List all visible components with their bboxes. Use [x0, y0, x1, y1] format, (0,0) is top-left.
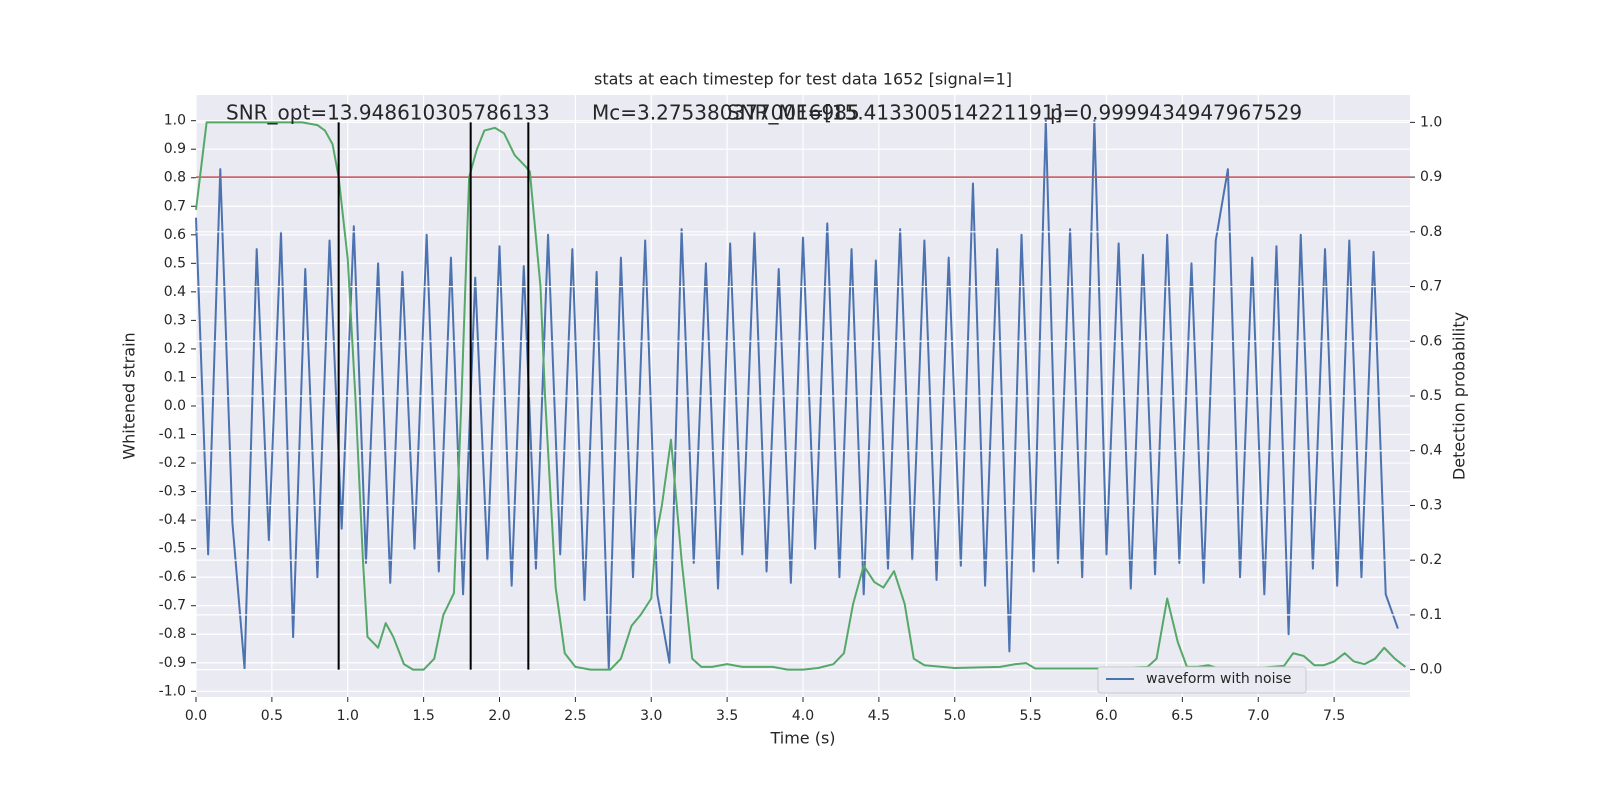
data-line: [195, 119, 1399, 670]
chart-title: stats at each timestep for test data 165…: [594, 70, 1012, 89]
y2-tick-label: 0.6: [1420, 333, 1442, 349]
x-tick-label: 3.5: [716, 708, 738, 724]
y2-tick-label: 0.0: [1420, 662, 1442, 678]
x-tick-label: 5.0: [944, 708, 966, 724]
y-tick-label: 1.0: [164, 113, 186, 129]
x-tick-label: 1.5: [412, 708, 434, 724]
x-tick-label: 0.5: [261, 708, 283, 724]
data-line: [195, 121, 1407, 671]
y-tick-label: -0.3: [159, 484, 186, 500]
y2-tick-label: 0.8: [1420, 224, 1442, 240]
annotation: Mc=3.2753803770016985: [592, 101, 860, 125]
y2-tick-label: 0.3: [1420, 497, 1442, 513]
y2-tick-label: 0.1: [1420, 607, 1442, 623]
y-tick-label: -0.6: [159, 569, 186, 585]
annotation: p=0.9999434947967529: [1050, 101, 1302, 125]
y-tick-label: -0.4: [159, 512, 186, 528]
y-tick-label: -0.1: [159, 427, 186, 443]
legend-label: waveform with noise: [1146, 671, 1291, 687]
x-tick-label: 6.5: [1171, 708, 1193, 724]
y-tick-label: 0.8: [164, 170, 186, 186]
y-tick-label: -0.2: [159, 455, 186, 471]
x-tick-label: 7.5: [1323, 708, 1345, 724]
x-tick-label: 4.0: [792, 708, 814, 724]
x-tick-label: 2.5: [564, 708, 586, 724]
y-tick-label: 0.7: [164, 198, 186, 214]
x-tick-label: 6.0: [1095, 708, 1117, 724]
y-tick-label: 0.0: [164, 398, 186, 414]
y-tick-label: -0.9: [159, 655, 186, 671]
y-tick-label: 0.9: [164, 141, 186, 157]
x-axis-label: Time (s): [769, 729, 835, 748]
y2-tick-label: 0.9: [1420, 169, 1442, 185]
y-tick-label: 0.5: [164, 255, 186, 271]
y-tick-label: 0.1: [164, 369, 186, 385]
y-tick-label: 0.4: [164, 284, 186, 300]
annotation: SNR_MF=[15.413300514221191]: [727, 101, 1062, 125]
y2-axis-label: Detection probability: [1450, 312, 1469, 480]
y-tick-label: -0.7: [159, 598, 186, 614]
y-tick-label: 0.6: [164, 227, 186, 243]
y-tick-label: -1.0: [159, 683, 186, 699]
y-axis-label: Whitened strain: [120, 332, 139, 459]
x-tick-label: 3.0: [640, 708, 662, 724]
y-tick-label: -0.5: [159, 541, 186, 557]
x-tick-label: 2.0: [488, 708, 510, 724]
y-tick-label: -0.8: [159, 626, 186, 642]
x-tick-label: 4.5: [868, 708, 890, 724]
annotation: SNR_opt=13.948610305786133: [226, 101, 550, 125]
legend-box: [1097, 666, 1307, 694]
y2-tick-label: 0.2: [1420, 552, 1442, 568]
y2-tick-label: 0.5: [1420, 388, 1442, 404]
y2-tick-label: 0.7: [1420, 279, 1442, 295]
x-tick-label: 7.0: [1247, 708, 1269, 724]
y-tick-label: 0.2: [164, 341, 186, 357]
x-tick-label: 0.0: [185, 708, 207, 724]
y-tick-label: 0.3: [164, 312, 186, 328]
x-tick-label: 1.0: [337, 708, 359, 724]
y2-tick-label: 0.4: [1420, 443, 1442, 459]
x-tick-label: 5.5: [1019, 708, 1041, 724]
y2-tick-label: 1.0: [1420, 114, 1442, 130]
